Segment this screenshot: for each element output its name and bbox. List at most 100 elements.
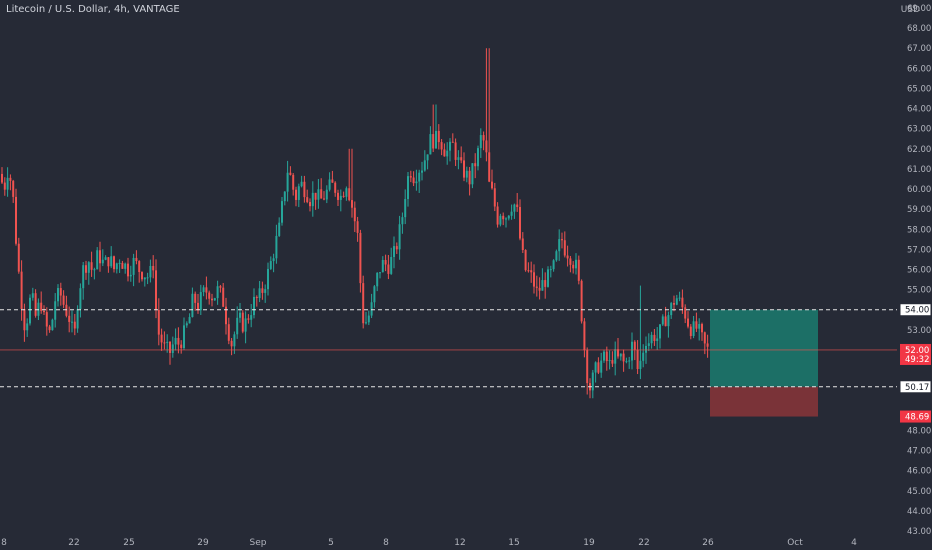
candle-body — [521, 238, 524, 251]
candle-body — [31, 293, 34, 298]
candle-body — [614, 349, 617, 364]
candle-body — [454, 142, 457, 160]
candle-body — [54, 301, 57, 320]
candle-body — [115, 263, 118, 270]
level-tag-1: 54.00 — [905, 306, 929, 316]
candle-body — [519, 207, 521, 239]
candle-body — [325, 189, 328, 200]
candle-body — [390, 257, 393, 274]
price-axis-tick: 66.00 — [907, 64, 931, 74]
candle-body — [465, 170, 468, 178]
candle-body — [446, 150, 449, 157]
candle-body — [197, 302, 199, 311]
candle-body — [177, 337, 180, 345]
candle-body — [407, 176, 409, 200]
current-price-tag-bg — [900, 343, 931, 365]
candle-body — [468, 170, 471, 185]
candle-body — [617, 349, 619, 357]
candle-body — [695, 321, 698, 329]
candle-body — [230, 340, 233, 347]
candle-body — [611, 360, 614, 364]
candle-body — [306, 197, 309, 203]
candle-body — [57, 288, 59, 302]
candle-body — [527, 270, 530, 272]
price-axis-tick: 57.00 — [907, 245, 931, 255]
candle-body — [507, 215, 510, 219]
candle-body — [701, 324, 703, 333]
candle-body — [373, 286, 376, 303]
candle-body — [23, 309, 26, 331]
candle-body — [65, 304, 68, 316]
candle-body — [183, 325, 185, 349]
candle-body — [3, 182, 6, 190]
time-axis-tick: 22 — [68, 538, 79, 548]
candle-body — [479, 135, 482, 149]
candle-body — [645, 345, 647, 353]
candle-body — [34, 293, 37, 316]
candle-body — [622, 353, 625, 362]
candle-body — [129, 274, 132, 277]
candle-body — [555, 251, 558, 261]
time-axis-tick: 25 — [123, 538, 134, 548]
candle-body — [675, 298, 678, 305]
candle-body — [143, 277, 146, 280]
candle-body — [435, 130, 437, 149]
candle-body — [244, 318, 247, 332]
candle-body — [404, 199, 407, 218]
candle-body — [286, 172, 289, 192]
candle-body — [15, 196, 17, 244]
candle-body — [337, 192, 339, 200]
candle-body — [314, 192, 317, 200]
price-axis-tick: 44.00 — [907, 507, 931, 517]
candle-body — [698, 324, 701, 329]
candle-body — [199, 292, 202, 311]
candle-body — [185, 323, 188, 326]
candle-body — [275, 235, 278, 259]
candle-body — [653, 334, 656, 342]
price-axis-tick: 65.00 — [907, 84, 931, 94]
price-axis-tick: 68.00 — [907, 24, 931, 34]
candle-body — [684, 307, 687, 319]
candle-body — [132, 257, 135, 275]
time-axis-tick: 8 — [1, 538, 7, 548]
candle-body — [110, 256, 113, 267]
candle-body — [365, 322, 367, 324]
candle-body — [121, 262, 124, 269]
price-axis-tick: 67.00 — [907, 44, 931, 54]
position-profit-zone[interactable] — [710, 309, 818, 387]
candle-body — [241, 312, 244, 332]
candle-body — [146, 277, 149, 279]
time-axis-tick: 22 — [638, 538, 649, 548]
candle-body — [670, 303, 673, 316]
candle-body — [295, 189, 297, 200]
candle-body — [563, 240, 566, 256]
candle-body — [213, 298, 216, 301]
candle-body — [267, 268, 269, 290]
candle-body — [160, 334, 163, 343]
candle-body — [437, 130, 440, 143]
candle-body — [650, 334, 653, 344]
position-loss-zone[interactable] — [710, 386, 818, 417]
candle-body — [449, 141, 451, 151]
candle-body — [345, 188, 348, 197]
candle-body — [471, 163, 474, 185]
time-axis-tick: Oct — [787, 538, 803, 548]
candle-body — [323, 198, 325, 200]
candle-body — [225, 306, 227, 325]
candle-body — [541, 280, 544, 291]
candle-body — [502, 215, 505, 220]
candle-body — [516, 204, 519, 208]
candle-body — [656, 338, 659, 342]
candle-body — [202, 287, 205, 293]
candle-body — [283, 191, 286, 202]
candle-body — [43, 310, 45, 313]
candle-body — [59, 288, 62, 296]
candle-body — [247, 318, 250, 320]
candle-body — [409, 176, 412, 178]
candle-body — [681, 297, 684, 308]
candle-body — [558, 239, 561, 252]
candle-body — [40, 302, 43, 311]
candle-body — [491, 181, 493, 189]
